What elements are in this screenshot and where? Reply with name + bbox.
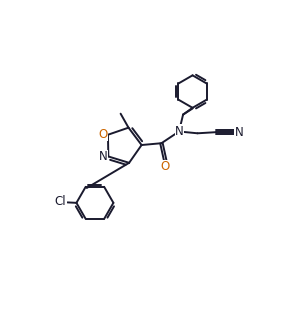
Text: O: O xyxy=(98,128,108,141)
Text: N: N xyxy=(99,151,108,163)
Text: N: N xyxy=(235,126,243,139)
Text: O: O xyxy=(161,160,170,173)
Text: Cl: Cl xyxy=(55,195,67,209)
Text: N: N xyxy=(175,125,184,137)
